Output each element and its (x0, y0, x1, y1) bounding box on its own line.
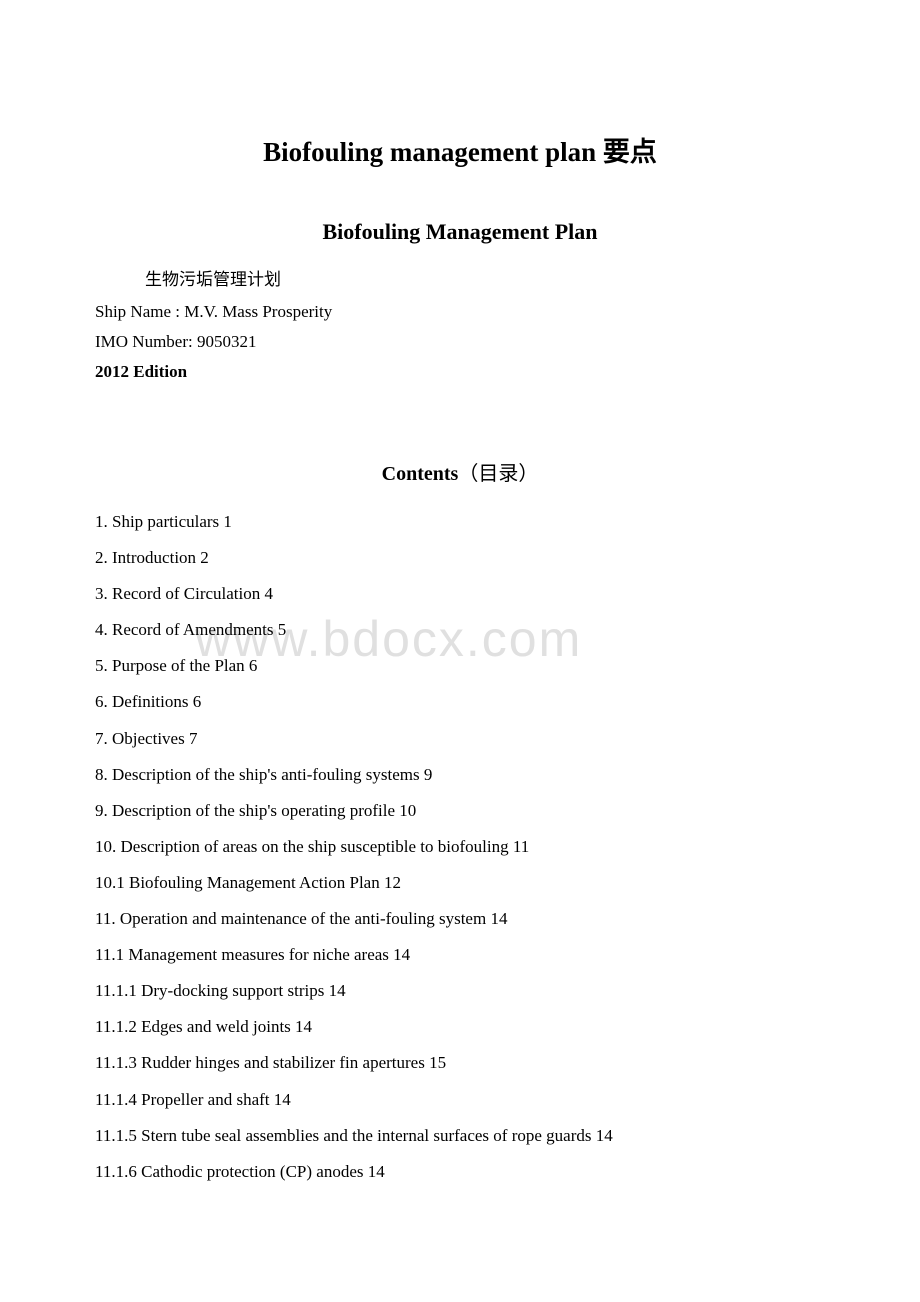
ship-name: Ship Name : M.V. Mass Prosperity (95, 302, 825, 322)
toc-item: 11.1.5 Stern tube seal assemblies and th… (95, 1125, 825, 1147)
toc-item: 6. Definitions 6 (95, 691, 825, 713)
contents-title-zh: （目录） (458, 463, 538, 485)
toc-item: 1. Ship particulars 1 (95, 511, 825, 533)
content-container: Biofouling management plan 要点 Biofouling… (95, 130, 825, 1183)
toc-item: 3. Record of Circulation 4 (95, 583, 825, 605)
imo-number: IMO Number: 9050321 (95, 332, 825, 352)
edition: 2012 Edition (95, 362, 825, 382)
toc-item: 11.1.4 Propeller and shaft 14 (95, 1089, 825, 1111)
toc-item: 11.1 Management measures for niche areas… (95, 944, 825, 966)
toc-item: 5. Purpose of the Plan 6 (95, 655, 825, 677)
toc-item: 10.1 Biofouling Management Action Plan 1… (95, 872, 825, 894)
toc-item: 11.1.3 Rudder hinges and stabilizer fin … (95, 1052, 825, 1074)
toc-item: 10. Description of areas on the ship sus… (95, 836, 825, 858)
toc-item: 4. Record of Amendments 5 (95, 619, 825, 641)
toc-item: 8. Description of the ship's anti-foulin… (95, 764, 825, 786)
toc-item: 11.1.2 Edges and weld joints 14 (95, 1016, 825, 1038)
contents-title-en: Contents (382, 463, 459, 485)
subtitle: Biofouling Management Plan (95, 219, 825, 245)
toc-item: 11.1.6 Cathodic protection (CP) anodes 1… (95, 1161, 825, 1183)
toc-item: 11. Operation and maintenance of the ant… (95, 908, 825, 930)
main-title: Biofouling management plan 要点 (95, 130, 825, 169)
contents-title: Contents（目录） (95, 457, 825, 486)
toc-item: 2. Introduction 2 (95, 547, 825, 569)
toc-item: 7. Objectives 7 (95, 728, 825, 750)
chinese-label: 生物污垢管理计划 (145, 265, 825, 290)
toc-item: 11.1.1 Dry-docking support strips 14 (95, 980, 825, 1002)
toc-item: 9. Description of the ship's operating p… (95, 800, 825, 822)
